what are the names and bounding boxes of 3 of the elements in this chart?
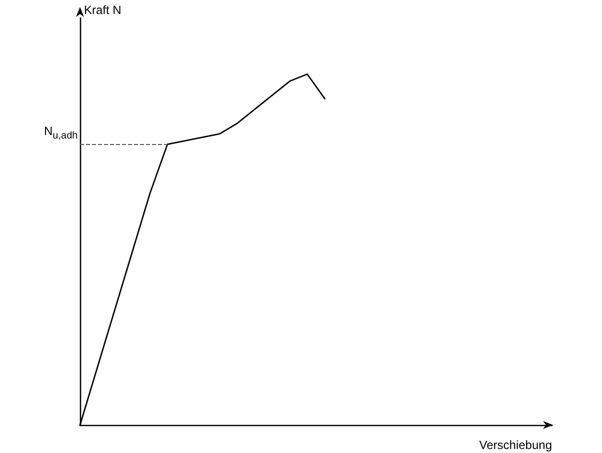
x-axis-title: Verschiebung bbox=[479, 438, 552, 452]
y-axis-title: Kraft N bbox=[84, 3, 122, 17]
ref-line-label: N$_{u,adh}$ bbox=[44, 124, 78, 144]
